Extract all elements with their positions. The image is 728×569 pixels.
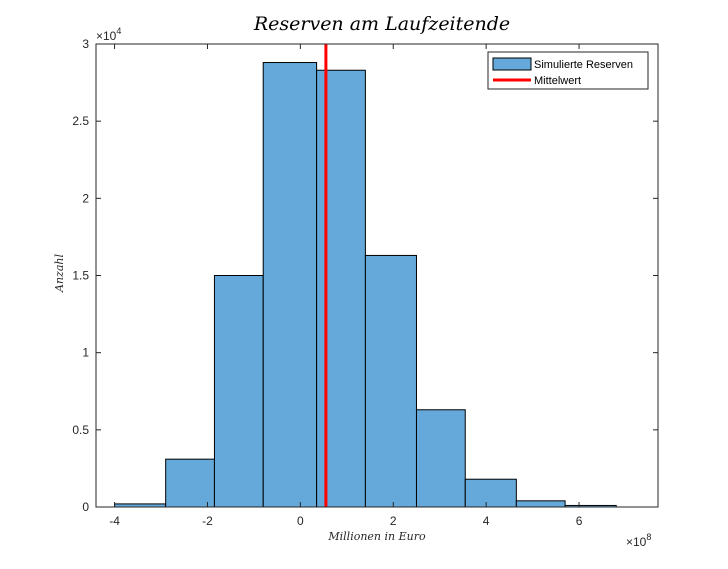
y-tick-label: 0 (82, 500, 89, 514)
legend-label-mean: Mittelwert (534, 75, 581, 87)
x-tick-label: 6 (576, 514, 583, 528)
x-tick-label: 4 (483, 514, 490, 528)
y-tick-label: 3 (82, 37, 89, 51)
y-tick-label: 0.5 (72, 423, 89, 437)
chart-title: Reserven am Laufzeitende (253, 13, 510, 35)
x-axis-ticks: -4 -2 0 2 4 6 (109, 44, 583, 528)
x-tick-label: 2 (390, 514, 397, 528)
histogram-bar (213, 275, 264, 508)
y-tick-label: 1.5 (72, 269, 89, 283)
histogram-bar (464, 478, 517, 508)
y-tick-label: 2 (82, 191, 89, 205)
x-tick-label: -2 (202, 514, 213, 528)
y-axis-ticks: 0 0.5 1 1.5 2 2.5 3 (72, 37, 658, 514)
histogram-bars (114, 62, 617, 508)
x-axis-label: Millionen in Euro (327, 530, 426, 543)
x-tick-label: -4 (109, 514, 120, 528)
histogram-bar (415, 409, 466, 508)
y-tick-label: 1 (82, 346, 89, 360)
y-exponent-prefix: ×10 (96, 29, 117, 43)
y-axis-label: Anzahl (53, 254, 66, 293)
x-exponent-label: ×108 (626, 532, 651, 549)
y-exponent-label: ×104 (96, 26, 121, 43)
histogram-bar (316, 69, 366, 508)
y-exponent-power: 4 (116, 26, 121, 36)
histogram-bar (515, 500, 566, 508)
y-tick-label: 2.5 (72, 114, 89, 128)
legend: Simulierte Reserven Mittelwert (487, 51, 649, 90)
x-exponent-prefix: ×10 (626, 535, 647, 549)
histogram-bar (262, 62, 318, 508)
histogram-bar (165, 458, 215, 508)
legend-swatch-histogram (492, 57, 532, 71)
x-tick-label: 0 (297, 514, 304, 528)
x-exponent-power: 8 (646, 532, 651, 542)
legend-label-histogram: Simulierte Reserven (534, 59, 633, 71)
histogram-bar (364, 254, 417, 508)
